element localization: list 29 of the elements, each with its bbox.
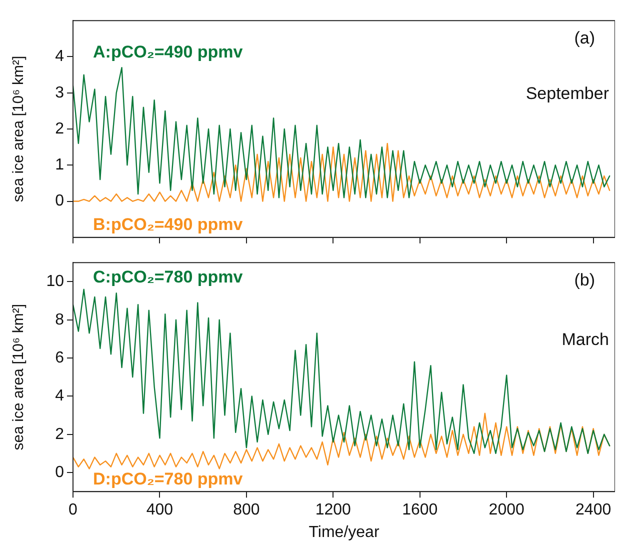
y-axis-title: sea ice area [10⁶ km²] xyxy=(10,56,28,202)
y-tick-label: 1 xyxy=(55,156,64,174)
annotation: (b) xyxy=(574,270,595,290)
x-tick-label: 2000 xyxy=(488,502,524,519)
x-tick-label: 400 xyxy=(146,502,174,519)
series-label: A:pCO₂=490 ppmv xyxy=(93,42,244,62)
y-tick-label: 8 xyxy=(55,311,64,328)
x-axis-title: Time/year xyxy=(308,524,380,541)
y-tick-label: 3 xyxy=(55,84,64,102)
x-tick-label: 800 xyxy=(233,502,260,519)
x-tick-label: 0 xyxy=(68,502,78,519)
y-tick-label: 10 xyxy=(46,273,64,290)
series-label: B:pCO₂=490 ppmv xyxy=(93,215,244,234)
y-tick-label: 0 xyxy=(55,192,64,210)
x-tick-label: 1600 xyxy=(402,502,438,519)
y-tick-label: 2 xyxy=(55,120,64,138)
y-tick-label: 4 xyxy=(55,388,64,405)
series-label: D:pCO₂=780 ppmv xyxy=(93,469,244,488)
annotation: September xyxy=(526,84,610,103)
y-tick-label: 2 xyxy=(55,426,64,443)
y-tick-label: 0 xyxy=(55,464,64,481)
annotation: (a) xyxy=(574,28,595,48)
y-axis-title: sea ice area [10⁶ km²] xyxy=(10,304,28,450)
x-tick-label: 2400 xyxy=(576,502,612,519)
series-label: C:pCO₂=780 ppmv xyxy=(93,267,244,286)
annotation: March xyxy=(562,330,609,350)
x-tick-label: 1200 xyxy=(315,502,352,519)
y-tick-label: 6 xyxy=(55,349,64,366)
y-tick-label: 4 xyxy=(55,48,64,66)
